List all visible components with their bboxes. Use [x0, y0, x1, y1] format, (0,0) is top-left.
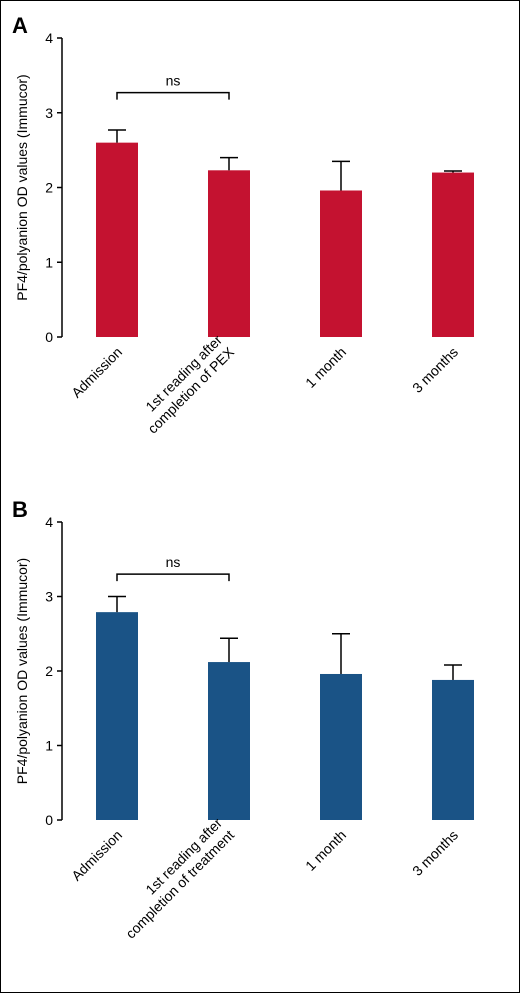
y-tick-label: 1: [45, 738, 53, 754]
x-tick-label-line: Admission: [68, 344, 125, 401]
y-tick-label: 3: [45, 589, 53, 605]
significance-label: ns: [166, 554, 181, 570]
y-tick-label: 3: [45, 105, 53, 121]
bar: [96, 612, 138, 820]
panel-label: B: [12, 497, 28, 522]
x-tick-label: Admission: [68, 344, 125, 401]
x-tick-label: 1 month: [302, 827, 349, 874]
x-tick-label: 1 month: [302, 344, 349, 391]
significance-bracket: [116, 573, 230, 582]
y-tick-label: 4: [45, 514, 53, 530]
x-tick-label-line: 3 months: [409, 827, 461, 879]
y-tick-label: 2: [45, 180, 53, 196]
bar: [320, 673, 362, 820]
y-tick-label: 0: [45, 329, 53, 345]
bar: [432, 172, 474, 337]
x-tick-label-line: 1 month: [302, 827, 349, 874]
chart-panel-a: A 0 1 2 3 4 PF4/polyanion OD values (Immucor) n…: [12, 13, 474, 437]
x-tick-label: 3 months: [409, 344, 461, 396]
bar: [208, 662, 250, 820]
y-tick-label: 2: [45, 663, 53, 679]
y-axis-label: PF4/polyanion OD values (Immucor): [14, 558, 30, 784]
y-tick-label: 1: [45, 254, 53, 270]
x-tick-label: Admission: [68, 827, 125, 884]
x-tick-label-line: 1 month: [302, 344, 349, 391]
chart-panel-b: B 0 1 2 3 4 PF4/polyanion OD values (Immucor) n…: [12, 497, 474, 942]
bar: [432, 679, 474, 820]
x-tick-label: 3 months: [409, 827, 461, 879]
bar: [320, 190, 362, 337]
y-axis-label: PF4/polyanion OD values (Immucor): [14, 74, 30, 300]
significance-label: ns: [166, 73, 181, 89]
x-tick-label: 1st reading aftercompletion of PEX: [132, 331, 237, 436]
y-tick-label: 0: [45, 812, 53, 828]
x-tick-label: 1st reading aftercompletion of treatment: [110, 815, 237, 942]
panel-label: A: [12, 13, 28, 38]
bar: [96, 142, 138, 337]
bar: [208, 170, 250, 337]
significance-bracket: [116, 91, 230, 100]
x-tick-label-line: 3 months: [409, 344, 461, 396]
y-tick-label: 4: [45, 30, 53, 46]
x-tick-label-line: completion of treatment: [122, 827, 237, 942]
x-tick-label-line: Admission: [68, 827, 125, 884]
